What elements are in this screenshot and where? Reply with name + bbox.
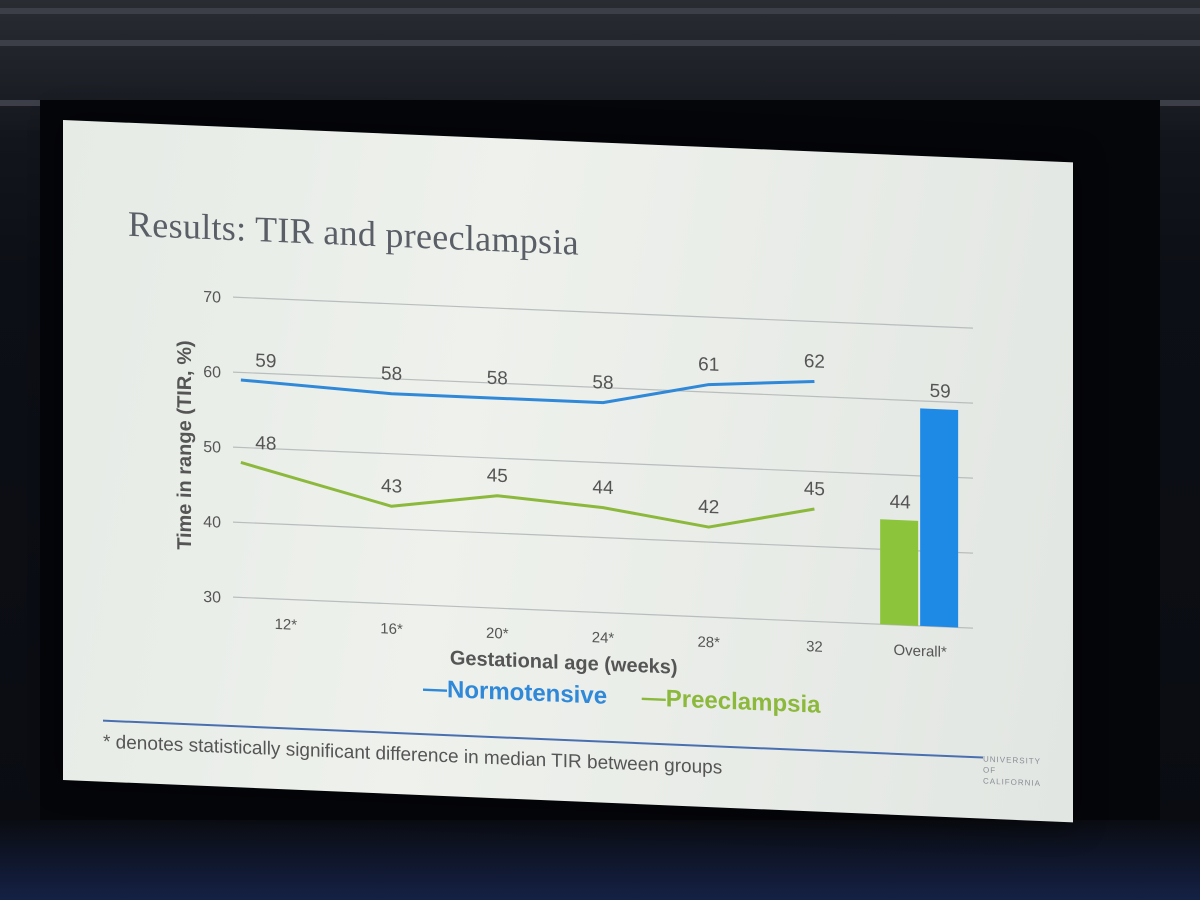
x-tick-label: 32 — [806, 638, 823, 656]
data-label-preeclampsia: 48 — [255, 433, 276, 455]
gridline-60 — [233, 371, 973, 404]
overall-bar-preeclampsia — [880, 519, 919, 626]
presentation-slide: Results: TIR and preeclampsia 30 40 50 60 70… — [63, 120, 1073, 823]
x-tick-label: 12* — [275, 616, 298, 634]
data-label-normotensive: 61 — [698, 354, 719, 376]
x-tick-label: 16* — [380, 620, 403, 638]
y-axis-label: Time in range (TIR, %) — [174, 340, 196, 551]
series-line-preeclampsia — [240, 461, 815, 529]
truss-bar-middle — [0, 40, 1200, 46]
x-tick-label: 20* — [486, 625, 509, 643]
logo-line-3: CALIFORNIA — [983, 776, 1042, 788]
y-tick-label: 40 — [203, 514, 221, 532]
series-line-normotensive — [240, 378, 815, 405]
gridline-50 — [233, 446, 973, 479]
university-logo: UNIVERSITY OF CALIFORNIA — [983, 754, 1041, 789]
data-label-preeclampsia: 42 — [698, 497, 719, 519]
y-tick-label: 30 — [203, 589, 221, 607]
gridline-30 — [233, 596, 973, 629]
overall-label-normotensive: 59 — [930, 381, 951, 403]
truss-bar-top — [0, 8, 1200, 14]
y-tick-label: 60 — [203, 364, 221, 382]
gridline-70 — [233, 296, 973, 329]
gridline-40 — [233, 521, 973, 554]
data-label-normotensive: 58 — [381, 363, 402, 385]
data-label-normotensive: 59 — [255, 351, 276, 373]
x-tick-label: 24* — [592, 629, 615, 647]
data-label-preeclampsia: 44 — [592, 477, 614, 499]
x-tick-label: 28* — [697, 634, 720, 652]
tir-chart: 30 40 50 60 70 Time in range (TIR, %) 12* 16* 20… — [174, 289, 973, 679]
data-label-preeclampsia: 43 — [381, 476, 402, 498]
y-tick-label: 70 — [203, 289, 221, 307]
floor-glow — [0, 820, 1200, 900]
overall-label-preeclampsia: 44 — [890, 492, 912, 514]
data-label-preeclampsia: 45 — [804, 479, 825, 501]
x-axis-label: Gestational age (weeks) — [450, 647, 678, 679]
data-label-normotensive: 62 — [804, 351, 825, 373]
data-label-preeclampsia: 45 — [487, 465, 508, 487]
x-tick-label-overall: Overall* — [893, 642, 946, 661]
data-label-normotensive: 58 — [592, 372, 613, 394]
y-tick-label: 50 — [203, 439, 221, 457]
overall-bar-normotensive — [920, 408, 959, 628]
data-label-normotensive: 58 — [487, 368, 508, 390]
